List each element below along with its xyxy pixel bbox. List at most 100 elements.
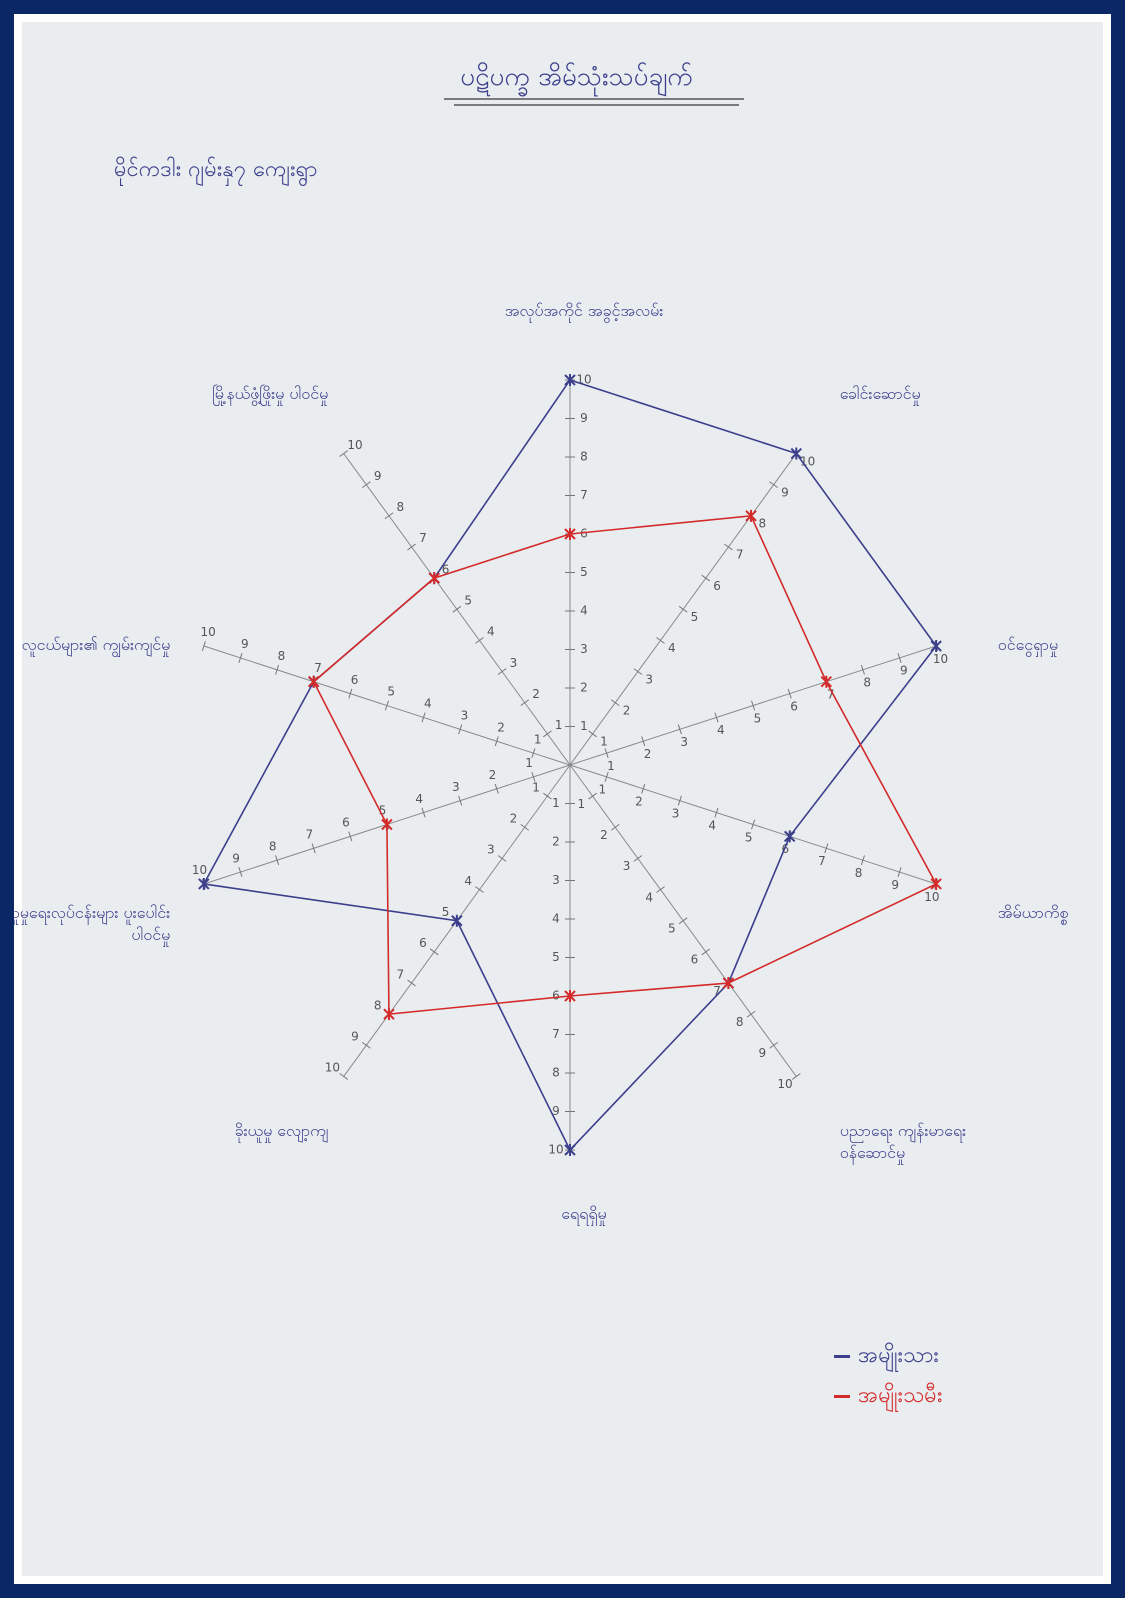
tick-mark xyxy=(633,855,643,862)
tick-mark xyxy=(339,450,349,457)
tick-mark xyxy=(201,641,206,651)
tick-label: 7 xyxy=(736,548,744,562)
tick-label: 9 xyxy=(241,637,249,651)
axis-label: မြို့နယ်ဖွံ့ဖြိုးမှု ပါဝင်မှု xyxy=(212,384,329,404)
data-point xyxy=(564,528,576,540)
tick-mark xyxy=(897,653,902,663)
data-point xyxy=(783,830,796,843)
tick-mark xyxy=(494,736,499,747)
tick-label: 8 xyxy=(552,1066,560,1080)
tick-label: 3 xyxy=(452,780,460,794)
tick-mark xyxy=(475,637,484,644)
tick-label: 9 xyxy=(351,1030,359,1044)
data-point xyxy=(564,990,576,1002)
chart: 1 2 3 4 5 6 7 8 9 10 1 2 3 4 5 6 7 8 9 10 1 2 3 4 5 6 7 8 9 10 1 2 3 4 5 6 7… xyxy=(192,98,948,1157)
tick-label: 2 xyxy=(497,720,505,734)
tick-label: 5 xyxy=(379,804,387,818)
axis-label: လူမှုရေးလုပ်ငန်းများ ပူးပေါင်းပါဝင်မှု xyxy=(4,903,171,945)
tick-label: 7 xyxy=(713,984,721,998)
tick-mark xyxy=(678,917,688,925)
tick-label: 2 xyxy=(580,681,588,695)
tick-label: 3 xyxy=(580,642,588,656)
tick-label: 8 xyxy=(278,649,286,663)
tick-mark xyxy=(238,653,243,663)
tick-mark xyxy=(543,792,552,800)
tick-mark xyxy=(860,664,865,675)
data-point xyxy=(722,977,735,990)
tick-label: 4 xyxy=(708,818,716,832)
tick-label: 4 xyxy=(424,697,432,711)
data-point xyxy=(381,818,393,831)
tick-mark xyxy=(610,699,620,707)
tick-label: 5 xyxy=(464,594,472,608)
tick-label: 2 xyxy=(635,795,643,809)
tick-mark xyxy=(238,867,243,877)
tick-mark xyxy=(769,1041,779,1049)
legend-label: အမျိုးသမီး xyxy=(858,1383,943,1408)
data-point xyxy=(564,374,576,386)
tick-mark xyxy=(604,748,609,759)
tick-mark xyxy=(543,730,552,738)
chart-subtitle: မိုင်ကဒါး ဂျမ်းနှ၇ ကျေးရွာ xyxy=(114,157,318,182)
tick-label: 9 xyxy=(759,1046,767,1060)
tick-label: 4 xyxy=(415,792,423,806)
tick-label: 3 xyxy=(680,735,688,749)
tick-label: 10 xyxy=(777,1077,792,1091)
paper xyxy=(22,22,1103,1576)
tick-label: 7 xyxy=(552,1027,560,1041)
data-point xyxy=(307,675,320,688)
tick-mark xyxy=(769,481,779,489)
tick-mark xyxy=(531,771,536,782)
tick-label: 6 xyxy=(580,527,588,541)
axis-label: ခေါင်းဆောင်မှု xyxy=(839,384,921,404)
tick-label: 10 xyxy=(347,438,362,452)
tick-label: 7 xyxy=(419,531,427,545)
tick-label: 4 xyxy=(487,625,495,639)
tick-mark xyxy=(348,831,353,842)
tick-label: 6 xyxy=(713,579,721,593)
tick-label: 9 xyxy=(900,664,908,678)
tick-label: 4 xyxy=(552,912,560,926)
tick-label: 10 xyxy=(325,1061,340,1075)
tick-label: 1 xyxy=(525,756,533,770)
tick-label: 8 xyxy=(396,500,404,514)
tick-label: 4 xyxy=(464,874,472,888)
tick-label: 1 xyxy=(534,732,542,746)
tick-label: 1 xyxy=(552,796,560,810)
tick-mark xyxy=(421,807,426,818)
tick-mark xyxy=(791,1073,801,1080)
tick-mark xyxy=(678,605,688,613)
tick-label: 4 xyxy=(580,604,588,618)
tick-mark xyxy=(497,668,507,675)
tick-label: 6 xyxy=(782,842,790,856)
tick-label: 5 xyxy=(754,711,762,725)
tick-mark xyxy=(751,700,756,711)
tick-label: 6 xyxy=(419,936,427,950)
tick-label: 9 xyxy=(580,411,588,425)
tick-mark xyxy=(275,855,280,866)
tick-label: 10 xyxy=(201,625,216,639)
data-point xyxy=(930,877,942,890)
tick-label: 2 xyxy=(552,835,560,849)
tick-label: 1 xyxy=(532,780,540,794)
tick-label: 8 xyxy=(580,450,588,464)
tick-label: 2 xyxy=(623,703,631,717)
tick-mark xyxy=(701,948,711,956)
legend-swatch xyxy=(834,1354,850,1358)
tick-mark xyxy=(633,668,643,675)
tick-label: 6 xyxy=(342,816,350,830)
tick-label: 8 xyxy=(374,998,382,1012)
data-point xyxy=(820,675,833,688)
tick-label: 7 xyxy=(580,488,588,502)
tick-mark xyxy=(656,886,665,893)
legend-entry: အမျိုးသမီး xyxy=(834,1380,942,1413)
tick-label: 5 xyxy=(745,830,753,844)
tick-mark xyxy=(429,948,439,956)
tick-label: 1 xyxy=(555,718,563,732)
tick-mark xyxy=(714,807,719,818)
tick-mark xyxy=(494,783,499,794)
tick-mark xyxy=(275,664,280,675)
tick-label: 4 xyxy=(668,641,676,655)
tick-label: 8 xyxy=(855,866,863,880)
axis-label: အိမ်ယာကိစ္စ xyxy=(997,903,1069,923)
